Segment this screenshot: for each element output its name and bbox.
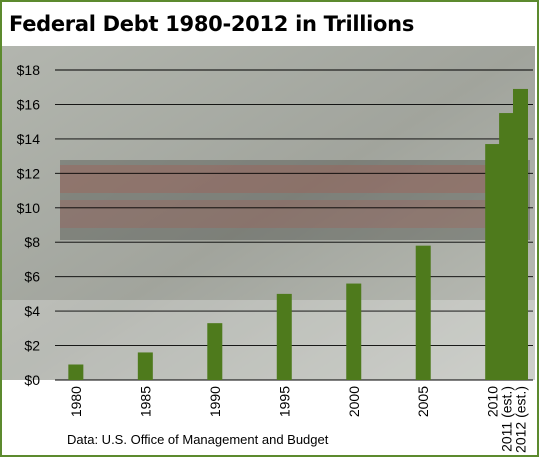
y-tick-label: $10 — [17, 200, 41, 216]
gridlines — [55, 69, 533, 381]
x-tick-label: 1985 — [137, 386, 153, 417]
chart-title: Federal Debt 1980-2012 in Trillions — [9, 12, 415, 36]
bar-1990 — [207, 323, 223, 380]
x-tick-label: 1980 — [68, 386, 84, 417]
x-tick-label: 1995 — [276, 386, 292, 417]
y-tick-label: $2 — [24, 338, 40, 354]
x-tick-label: 2005 — [415, 386, 431, 417]
x-tick-label: 2011 (est.) — [499, 386, 515, 452]
y-tick-label: $16 — [17, 96, 41, 112]
x-tick-label: 1990 — [207, 386, 223, 417]
y-tick-label: $8 — [24, 234, 40, 250]
y-tick-label: $0 — [24, 372, 40, 388]
bars — [68, 88, 528, 381]
x-tick-label: 2012 (est.) — [512, 386, 528, 453]
y-tick-label: $4 — [24, 303, 40, 319]
bar-2000 — [346, 283, 362, 380]
y-tick-labels: $0 $2 $4 $6 $8 $10 $12 $14 $16 $18 — [17, 62, 41, 388]
bar-1995 — [276, 293, 292, 380]
bar-2005 — [415, 245, 431, 380]
y-tick-label: $14 — [17, 131, 41, 147]
y-tick-label: $6 — [24, 269, 40, 285]
x-tick-label: 2000 — [346, 386, 362, 417]
bar-1985 — [137, 352, 153, 380]
bar-1980 — [68, 364, 84, 380]
y-tick-label: $12 — [17, 165, 41, 181]
bar-2011 — [499, 113, 515, 381]
x-tick-label: 2010 — [485, 386, 501, 417]
y-tick-label: $18 — [17, 62, 41, 78]
bar-2012 — [512, 88, 528, 380]
background-photo — [2, 46, 535, 380]
bar-2010 — [485, 144, 501, 380]
source-note: Data: U.S. Office of Management and Budg… — [67, 432, 329, 447]
